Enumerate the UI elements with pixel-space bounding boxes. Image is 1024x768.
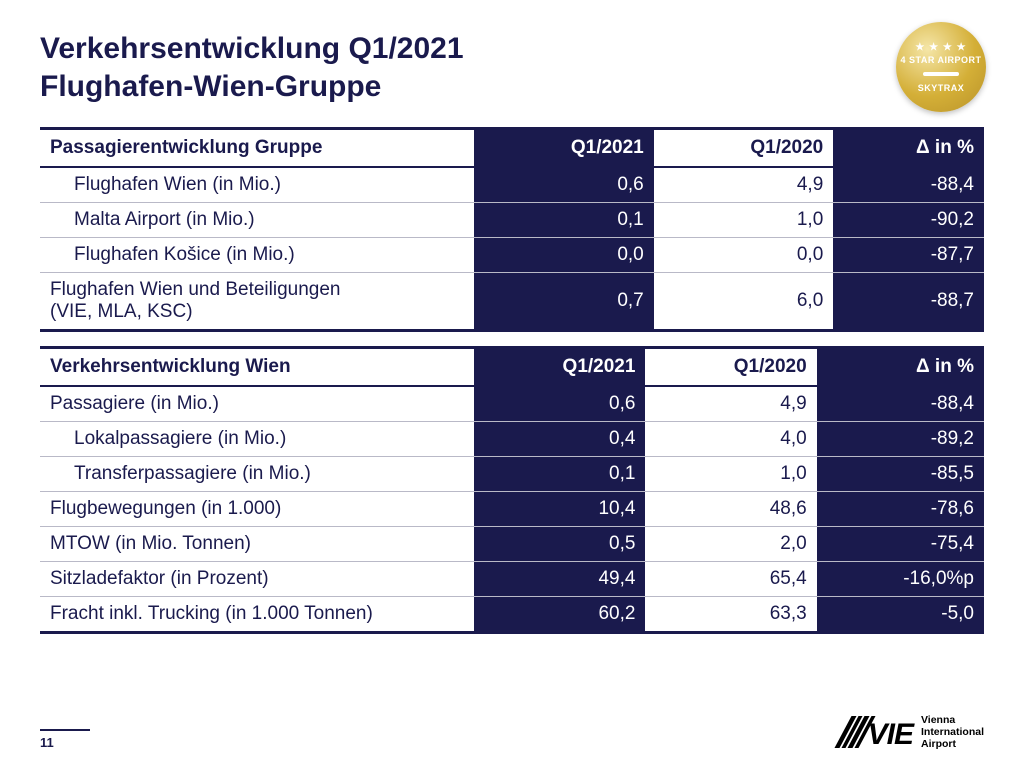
row-label: Passagiere (in Mio.) (40, 386, 474, 422)
table2-header-3: Δ in % (817, 348, 984, 387)
row-value: 1,0 (654, 203, 834, 238)
table-row: Flughafen Košice (in Mio.)0,00,0-87,7 (40, 238, 984, 273)
table1-header-3: Δ in % (833, 129, 984, 168)
row-value: -16,0%p (817, 562, 984, 597)
table-row: Flughafen Wien (in Mio.)0,64,9-88,4 (40, 167, 984, 203)
row-value: 0,0 (654, 238, 834, 273)
row-value: 2,0 (645, 527, 816, 562)
row-value: -85,5 (817, 457, 984, 492)
title-line-2: Flughafen-Wien-Gruppe (40, 70, 381, 103)
table-row: Passagiere (in Mio.)0,64,9-88,4 (40, 386, 984, 422)
badge-stars: ★ ★ ★ ★ (915, 42, 966, 53)
table-passenger-group: Passagierentwicklung GruppeQ1/2021Q1/202… (40, 127, 984, 332)
slide-footer: 11 VIE Vienna International Airport (40, 714, 984, 750)
row-label: MTOW (in Mio. Tonnen) (40, 527, 474, 562)
table-row: Malta Airport (in Mio.)0,11,0-90,2 (40, 203, 984, 238)
row-value: 0,0 (474, 238, 654, 273)
badge-bottom-text: SKYTRAX (918, 83, 965, 93)
row-value: 48,6 (645, 492, 816, 527)
table-row: Flugbewegungen (in 1.000)10,448,6-78,6 (40, 492, 984, 527)
row-value: 63,3 (645, 597, 816, 633)
table-traffic-vienna: Verkehrsentwicklung WienQ1/2021Q1/2020Δ … (40, 346, 984, 634)
skytrax-badge: ★ ★ ★ ★ 4 STAR AIRPORT SKYTRAX (896, 22, 986, 112)
row-value: -78,6 (817, 492, 984, 527)
row-value: 65,4 (645, 562, 816, 597)
row-value: -90,2 (833, 203, 984, 238)
row-value: 0,1 (474, 457, 645, 492)
table2-header-2: Q1/2020 (645, 348, 816, 387)
row-value: 0,6 (474, 386, 645, 422)
row-label: Flughafen Wien und Beteiligungen(VIE, ML… (40, 273, 474, 331)
row-value: -89,2 (817, 422, 984, 457)
row-label: Flugbewegungen (in 1.000) (40, 492, 474, 527)
row-value: 0,7 (474, 273, 654, 331)
page-number: 11 (40, 729, 90, 750)
badge-wing-icon (923, 68, 959, 80)
row-value: -75,4 (817, 527, 984, 562)
table1-header-0: Passagierentwicklung Gruppe (40, 129, 474, 168)
row-value: 0,1 (474, 203, 654, 238)
badge-top-text: 4 STAR AIRPORT (900, 55, 981, 65)
table-row: Flughafen Wien und Beteiligungen(VIE, ML… (40, 273, 984, 331)
table1-header-2: Q1/2020 (654, 129, 834, 168)
row-label: Fracht inkl. Trucking (in 1.000 Tonnen) (40, 597, 474, 633)
vie-logo-text: VIE (868, 718, 913, 752)
row-value: 0,5 (474, 527, 645, 562)
vie-logo-subtitle: Vienna International Airport (921, 714, 984, 750)
table-row: Transferpassagiere (in Mio.)0,11,0-85,5 (40, 457, 984, 492)
row-value: 49,4 (474, 562, 645, 597)
table-row: Fracht inkl. Trucking (in 1.000 Tonnen)6… (40, 597, 984, 633)
table2-header-1: Q1/2021 (474, 348, 645, 387)
row-label: Lokalpassagiere (in Mio.) (40, 422, 474, 457)
table-row: Sitzladefaktor (in Prozent)49,465,4-16,0… (40, 562, 984, 597)
row-value: 4,9 (654, 167, 834, 203)
vie-logo: VIE Vienna International Airport (843, 714, 984, 750)
row-label: Sitzladefaktor (in Prozent) (40, 562, 474, 597)
row-value: 1,0 (645, 457, 816, 492)
row-value: 4,0 (645, 422, 816, 457)
row-value: -87,7 (833, 238, 984, 273)
row-value: 10,4 (474, 492, 645, 527)
row-value: -88,4 (833, 167, 984, 203)
slide-title: Verkehrsentwicklung Q1/2021 Flughafen-Wi… (40, 30, 984, 105)
row-value: 60,2 (474, 597, 645, 633)
row-label: Flughafen Košice (in Mio.) (40, 238, 474, 273)
row-value: 0,6 (474, 167, 654, 203)
table2-header-0: Verkehrsentwicklung Wien (40, 348, 474, 387)
table-row: MTOW (in Mio. Tonnen)0,52,0-75,4 (40, 527, 984, 562)
row-value: -5,0 (817, 597, 984, 633)
row-value: 6,0 (654, 273, 834, 331)
row-value: -88,7 (833, 273, 984, 331)
row-label: Transferpassagiere (in Mio.) (40, 457, 474, 492)
row-value: 0,4 (474, 422, 645, 457)
row-label: Flughafen Wien (in Mio.) (40, 167, 474, 203)
vie-logo-mark: VIE (843, 714, 913, 750)
row-value: 4,9 (645, 386, 816, 422)
table1-header-1: Q1/2021 (474, 129, 654, 168)
row-label: Malta Airport (in Mio.) (40, 203, 474, 238)
title-line-1: Verkehrsentwicklung Q1/2021 (40, 32, 464, 65)
row-value: -88,4 (817, 386, 984, 422)
table-row: Lokalpassagiere (in Mio.)0,44,0-89,2 (40, 422, 984, 457)
